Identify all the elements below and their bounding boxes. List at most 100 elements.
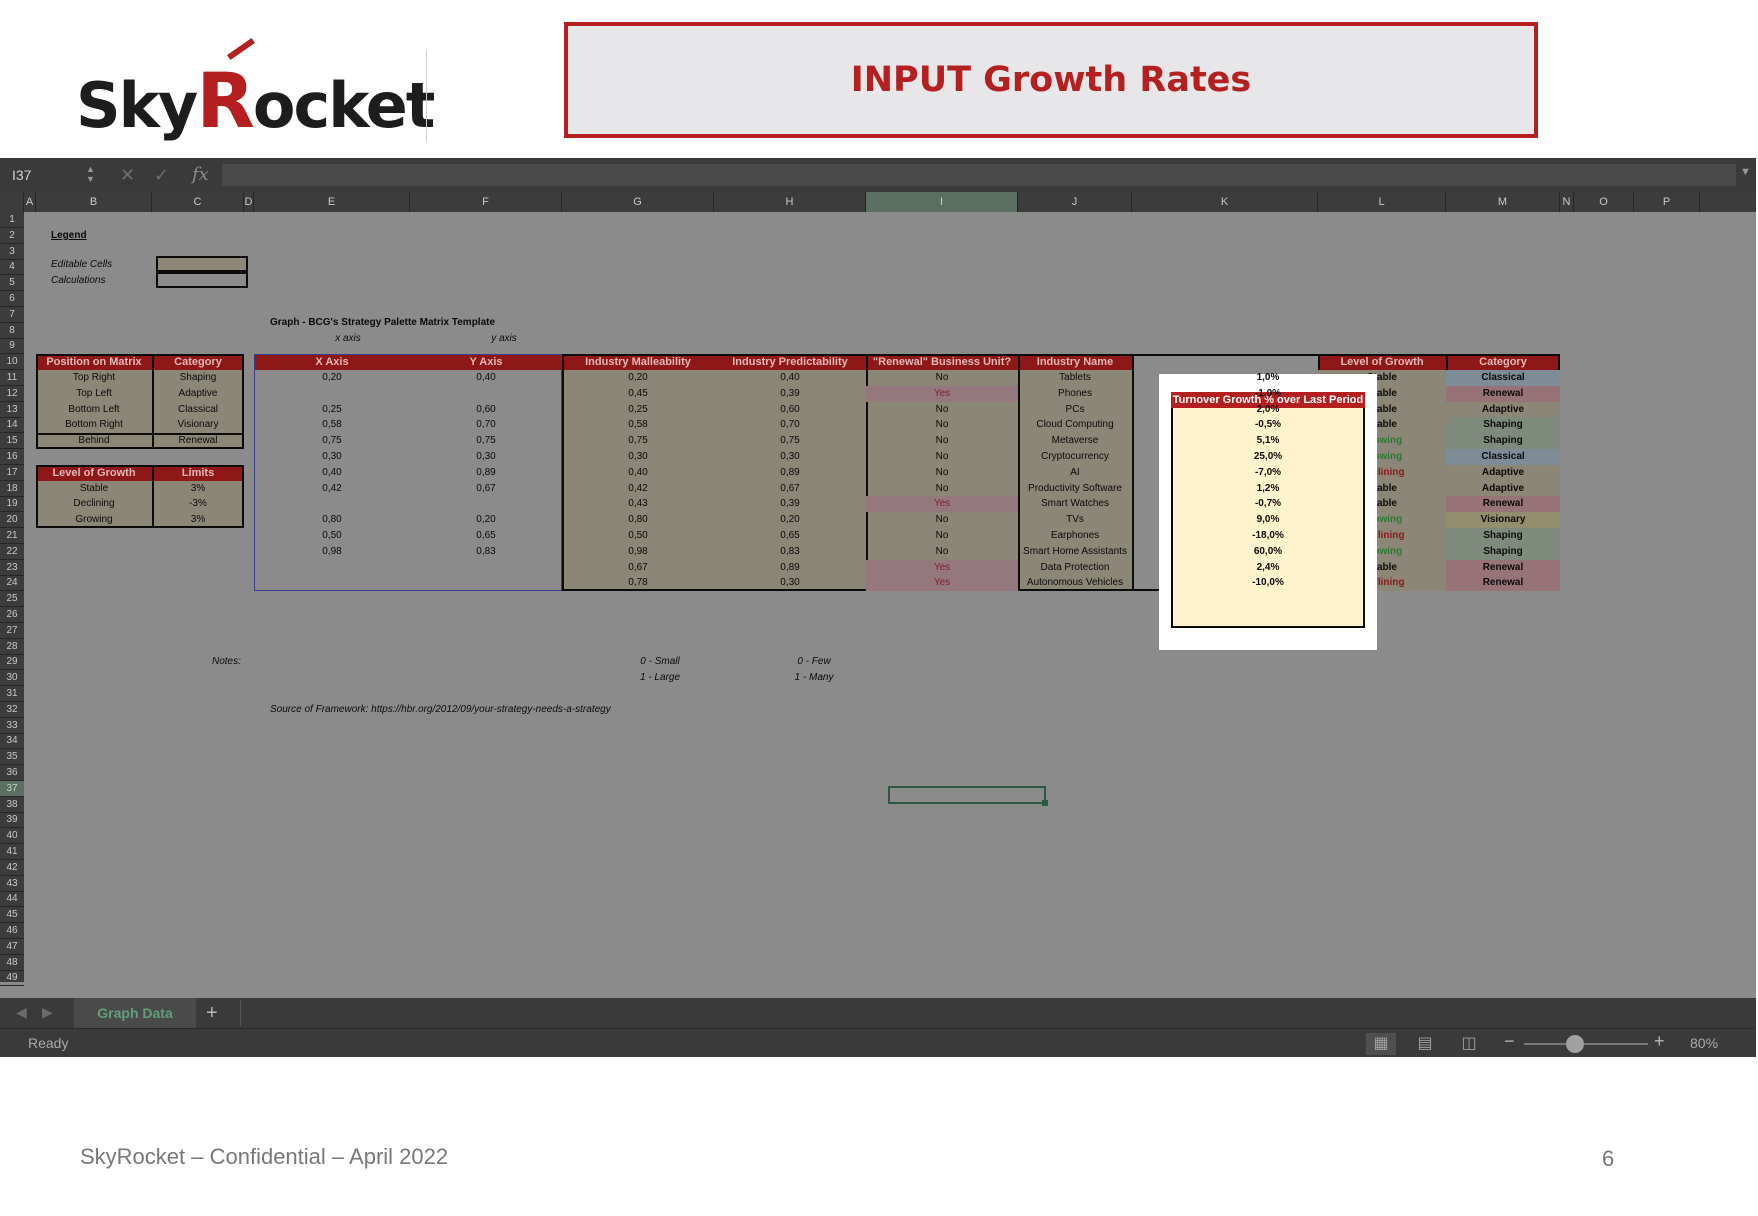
renewal-cell[interactable]: Yes	[866, 559, 1018, 576]
name-box-spinner-icon[interactable]: ▲ ▼	[86, 164, 95, 184]
graph-cell[interactable]: 0,89	[476, 466, 496, 478]
confirm-icon[interactable]: ✓	[154, 165, 170, 185]
main-table-cell[interactable]: Cryptocurrency	[1041, 451, 1109, 462]
row-header-29[interactable]: 29	[0, 654, 24, 671]
main-table-cell[interactable]: 0,39	[780, 498, 800, 510]
row-header-2[interactable]: 2	[0, 228, 24, 244]
main-table-cell[interactable]: 0,43	[628, 498, 648, 510]
category-cell[interactable]: Renewal	[1446, 559, 1560, 576]
column-header-n[interactable]: N	[1560, 192, 1574, 212]
column-header-f[interactable]: F	[410, 192, 562, 212]
renewal-cell[interactable]: No	[935, 530, 949, 541]
row-header-5[interactable]: 5	[0, 275, 24, 292]
main-table-cell[interactable]: Earphones	[1050, 530, 1100, 541]
column-header-c[interactable]: C	[152, 192, 244, 212]
graph-cell[interactable]: 0,20	[476, 514, 496, 526]
main-table-cell[interactable]: TVs	[1066, 514, 1084, 526]
graph-cell[interactable]: 0,65	[476, 530, 496, 541]
page-break-icon[interactable]: ◫	[1461, 1035, 1477, 1052]
row-header-49[interactable]: 49	[0, 970, 24, 987]
column-header-k[interactable]: K	[1132, 192, 1318, 212]
column-header-d[interactable]: D	[244, 192, 254, 212]
row-header-20[interactable]: 20	[0, 512, 24, 529]
renewal-cell[interactable]: Yes	[866, 385, 1018, 402]
growth-limits-cell[interactable]: 3%	[190, 514, 206, 526]
row-header-22[interactable]: 22	[0, 544, 24, 560]
graph-cell[interactable]: 0,75	[476, 435, 496, 447]
turnover-cell[interactable]: -18,0%	[1252, 530, 1284, 541]
position-table-cell[interactable]: Classical	[177, 403, 218, 415]
category-cell[interactable]: Shaping	[1446, 433, 1560, 449]
main-table-cell[interactable]: Metaverse	[1051, 435, 1099, 447]
row-header-14[interactable]: 14	[0, 417, 24, 434]
category-cell[interactable]: Classical	[1446, 449, 1560, 465]
row-header-3[interactable]: 3	[0, 244, 24, 260]
row-header-35[interactable]: 35	[0, 749, 24, 766]
position-table-cell[interactable]: Bottom Right	[65, 419, 123, 431]
turnover-cell[interactable]: -0,5%	[1254, 419, 1282, 431]
row-header-7[interactable]: 7	[0, 307, 24, 323]
category-cell[interactable]: Shaping	[1446, 528, 1560, 544]
add-sheet-icon[interactable]: +	[206, 1002, 218, 1024]
renewal-cell[interactable]: Yes	[866, 496, 1018, 513]
graph-cell[interactable]: 0,83	[476, 545, 496, 557]
tab-next-icon[interactable]: ▶	[42, 1004, 53, 1020]
formula-input[interactable]	[222, 164, 1736, 186]
renewal-cell[interactable]: No	[935, 482, 949, 494]
row-header-37[interactable]: 37	[0, 780, 24, 797]
main-table-cell[interactable]: 0,50	[628, 530, 648, 541]
main-table-cell[interactable]: Smart Home Assistants	[1023, 545, 1127, 557]
position-table-cell[interactable]: Top Right	[72, 372, 116, 383]
renewal-cell[interactable]: Yes	[866, 575, 1018, 592]
row-header-13[interactable]: 13	[0, 402, 24, 418]
main-table-cell[interactable]: Productivity Software	[1028, 482, 1122, 494]
main-table-cell[interactable]: Phones	[1058, 387, 1092, 399]
position-table-cell[interactable]: Adaptive	[178, 387, 218, 399]
function-icon[interactable]: fx	[192, 164, 209, 185]
renewal-cell[interactable]: No	[935, 372, 949, 383]
row-header-4[interactable]: 4	[0, 259, 24, 276]
main-table-cell[interactable]: 0,80	[628, 514, 648, 526]
row-header-16[interactable]: 16	[0, 449, 24, 465]
growth-limits-cell[interactable]: Stable	[79, 482, 109, 494]
row-header-47[interactable]: 47	[0, 939, 24, 955]
renewal-cell[interactable]: No	[935, 435, 949, 447]
chevron-down-icon[interactable]: ▼	[1740, 166, 1751, 178]
turnover-cell[interactable]: 2,0%	[1256, 403, 1280, 415]
row-header-10[interactable]: 10	[0, 354, 24, 371]
position-table-cell[interactable]: Behind	[78, 435, 110, 447]
category-cell[interactable]: Shaping	[1446, 417, 1560, 434]
row-header-12[interactable]: 12	[0, 386, 24, 402]
category-cell[interactable]: Renewal	[1446, 385, 1560, 402]
main-table-cell[interactable]: 0,39	[780, 387, 800, 399]
graph-cell[interactable]: 0,58	[322, 419, 342, 431]
category-cell[interactable]: Classical	[1446, 370, 1560, 386]
main-table-cell[interactable]: Data Protection	[1040, 561, 1110, 573]
row-header-36[interactable]: 36	[0, 765, 24, 781]
renewal-cell[interactable]: No	[935, 419, 949, 431]
row-header-40[interactable]: 40	[0, 828, 24, 845]
position-table-cell[interactable]: Shaping	[179, 372, 217, 383]
row-header-6[interactable]: 6	[0, 291, 24, 307]
column-header-i[interactable]: I	[866, 192, 1018, 212]
main-table-cell[interactable]: 0,65	[780, 530, 800, 541]
growth-limits-cell[interactable]: -3%	[189, 498, 207, 510]
graph-cell[interactable]: 0,20	[322, 372, 342, 383]
cancel-icon[interactable]: ✕	[120, 165, 136, 185]
main-table-cell[interactable]: 0,40	[780, 372, 800, 383]
growth-limits-cell[interactable]: Declining	[73, 498, 115, 510]
row-header-30[interactable]: 30	[0, 670, 24, 687]
growth-limits-cell[interactable]: Growing	[75, 514, 113, 526]
row-header-34[interactable]: 34	[0, 733, 24, 750]
selected-cell[interactable]	[888, 786, 1046, 804]
column-header-b[interactable]: B	[36, 192, 152, 212]
graph-cell[interactable]: 0,75	[322, 435, 342, 447]
renewal-cell[interactable]: No	[935, 514, 949, 526]
zoom-slider-thumb[interactable]	[1566, 1035, 1584, 1053]
main-table-cell[interactable]: 0,20	[628, 372, 648, 383]
main-table-cell[interactable]: 0,75	[628, 435, 648, 447]
graph-cell[interactable]: 0,30	[476, 451, 496, 462]
turnover-cell[interactable]: -10,0%	[1252, 577, 1284, 589]
main-table-cell[interactable]: 0,89	[780, 466, 800, 478]
renewal-cell[interactable]: No	[935, 451, 949, 462]
